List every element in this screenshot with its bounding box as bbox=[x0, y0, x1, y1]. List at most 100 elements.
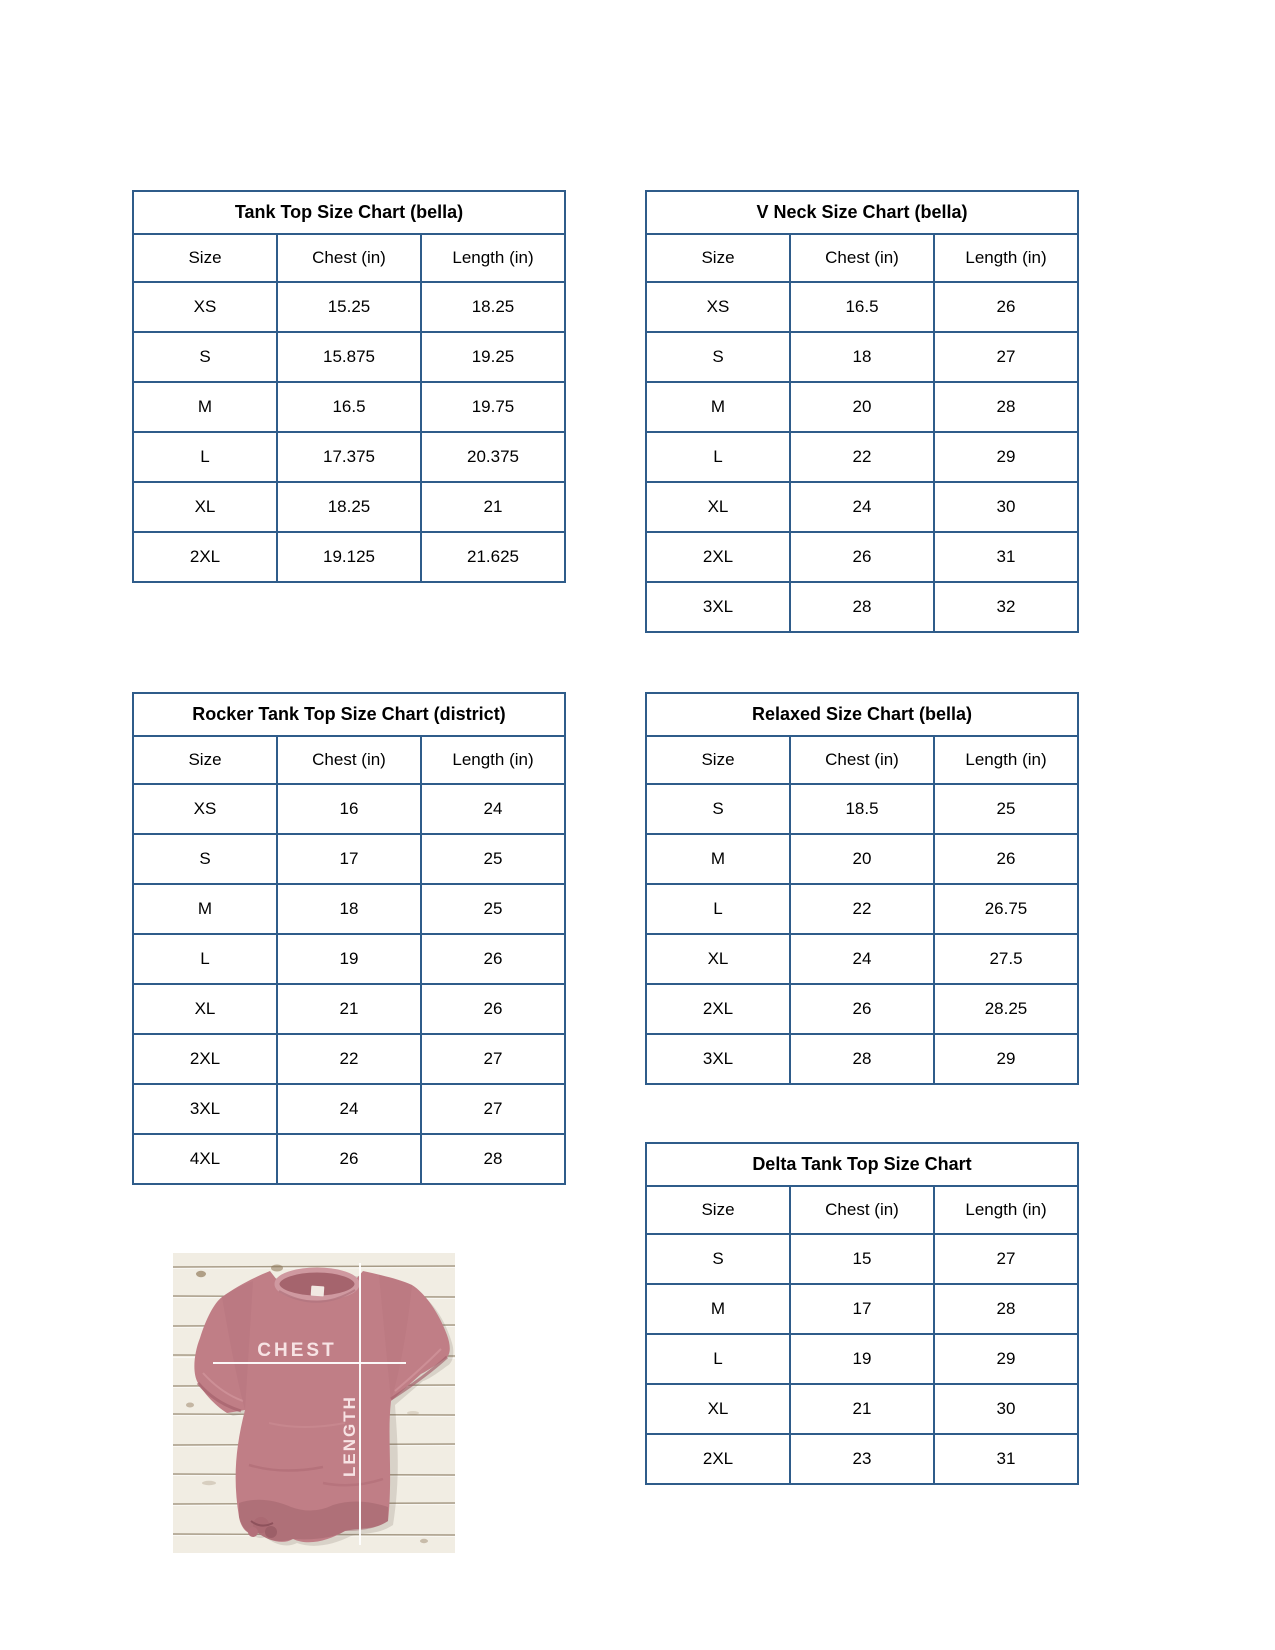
table-row: 2XL 23 31 bbox=[645, 1433, 1079, 1485]
header-cell-size: Size bbox=[645, 1185, 791, 1235]
length-cell: 28.25 bbox=[933, 983, 1079, 1035]
chest-cell: 24 bbox=[789, 933, 935, 985]
table-row: L 22 29 bbox=[645, 431, 1079, 483]
length-cell: 31 bbox=[933, 1433, 1079, 1485]
length-cell: 19.75 bbox=[420, 381, 566, 433]
length-cell: 25 bbox=[420, 883, 566, 935]
size-table-tank-top-bella: Tank Top Size Chart (bella) Size Chest (in… bbox=[132, 190, 566, 583]
table-row: L 19 29 bbox=[645, 1333, 1079, 1385]
length-cell: 21 bbox=[420, 481, 566, 533]
chest-cell: 19 bbox=[789, 1333, 935, 1385]
length-cell: 19.25 bbox=[420, 331, 566, 383]
table-title-row: Rocker Tank Top Size Chart (district) bbox=[132, 692, 566, 737]
header-cell-length: Length (in) bbox=[933, 735, 1079, 785]
length-cell: 29 bbox=[933, 1033, 1079, 1085]
table-title-row: Tank Top Size Chart (bella) bbox=[132, 190, 566, 235]
table-row: XL 24 30 bbox=[645, 481, 1079, 533]
table-row: 2XL 22 27 bbox=[132, 1033, 566, 1085]
table-row: S 17 25 bbox=[132, 833, 566, 885]
length-cell: 32 bbox=[933, 581, 1079, 633]
chest-cell: 17 bbox=[789, 1283, 935, 1335]
header-cell-length: Length (in) bbox=[933, 233, 1079, 283]
table-row: XS 16 24 bbox=[132, 783, 566, 835]
size-cell: XL bbox=[645, 481, 791, 533]
chest-cell: 18 bbox=[789, 331, 935, 383]
chest-cell: 15.875 bbox=[276, 331, 422, 383]
chest-cell: 17.375 bbox=[276, 431, 422, 483]
table-title: V Neck Size Chart (bella) bbox=[645, 190, 1079, 235]
header-cell-chest: Chest (in) bbox=[789, 735, 935, 785]
chest-cell: 19 bbox=[276, 933, 422, 985]
size-table-relaxed-bella: Relaxed Size Chart (bella) Size Chest (in)… bbox=[645, 692, 1079, 1085]
care-tag bbox=[310, 1285, 325, 1297]
table-row: 3XL 24 27 bbox=[132, 1083, 566, 1135]
header-cell-length: Length (in) bbox=[420, 735, 566, 785]
chest-cell: 20 bbox=[789, 381, 935, 433]
table-row: L 17.375 20.375 bbox=[132, 431, 566, 483]
header-cell-chest: Chest (in) bbox=[276, 233, 422, 283]
table-title: Delta Tank Top Size Chart bbox=[645, 1142, 1079, 1187]
length-cell: 18.25 bbox=[420, 281, 566, 333]
length-cell: 27.5 bbox=[933, 933, 1079, 985]
length-cell: 31 bbox=[933, 531, 1079, 583]
chest-cell: 28 bbox=[789, 1033, 935, 1085]
table-row: M 16.5 19.75 bbox=[132, 381, 566, 433]
table-title-row: Delta Tank Top Size Chart bbox=[645, 1142, 1079, 1187]
table-title: Tank Top Size Chart (bella) bbox=[132, 190, 566, 235]
size-cell: M bbox=[645, 1283, 791, 1335]
chest-cell: 18 bbox=[276, 883, 422, 935]
chest-cell: 26 bbox=[789, 983, 935, 1035]
table-row: S 18.5 25 bbox=[645, 783, 1079, 835]
length-cell: 27 bbox=[933, 331, 1079, 383]
table-header-row: Size Chest (in) Length (in) bbox=[132, 735, 566, 785]
table-title: Rocker Tank Top Size Chart (district) bbox=[132, 692, 566, 737]
chest-cell: 26 bbox=[276, 1133, 422, 1185]
size-cell: S bbox=[645, 331, 791, 383]
chest-cell: 18.5 bbox=[789, 783, 935, 835]
size-cell: L bbox=[645, 883, 791, 935]
chest-cell: 16 bbox=[276, 783, 422, 835]
length-cell: 27 bbox=[420, 1033, 566, 1085]
table-row: L 22 26.75 bbox=[645, 883, 1079, 935]
size-cell: XL bbox=[645, 933, 791, 985]
size-cell: XS bbox=[132, 783, 278, 835]
table-row: XS 16.5 26 bbox=[645, 281, 1079, 333]
table-row: 2XL 26 28.25 bbox=[645, 983, 1079, 1035]
table-row: 3XL 28 32 bbox=[645, 581, 1079, 633]
length-cell: 26 bbox=[420, 983, 566, 1035]
table-row: S 18 27 bbox=[645, 331, 1079, 383]
table-row: XL 21 26 bbox=[132, 983, 566, 1035]
size-cell: M bbox=[645, 381, 791, 433]
table-header-row: Size Chest (in) Length (in) bbox=[645, 1185, 1079, 1235]
size-cell: M bbox=[645, 833, 791, 885]
size-cell: XL bbox=[645, 1383, 791, 1435]
header-cell-size: Size bbox=[132, 233, 278, 283]
table-row: M 20 26 bbox=[645, 833, 1079, 885]
length-label: LENGTH bbox=[340, 1395, 359, 1477]
chest-cell: 15.25 bbox=[276, 281, 422, 333]
table-header-row: Size Chest (in) Length (in) bbox=[645, 735, 1079, 785]
chest-cell: 26 bbox=[789, 531, 935, 583]
header-cell-size: Size bbox=[645, 233, 791, 283]
tshirt bbox=[194, 1267, 450, 1543]
chest-cell: 22 bbox=[276, 1033, 422, 1085]
chest-cell: 19.125 bbox=[276, 531, 422, 583]
header-cell-size: Size bbox=[645, 735, 791, 785]
table-row: M 20 28 bbox=[645, 381, 1079, 433]
length-cell: 29 bbox=[933, 431, 1079, 483]
chest-cell: 21 bbox=[276, 983, 422, 1035]
size-cell: 3XL bbox=[645, 1033, 791, 1085]
length-cell: 26 bbox=[933, 281, 1079, 333]
length-cell: 27 bbox=[420, 1083, 566, 1135]
size-cell: 2XL bbox=[645, 983, 791, 1035]
table-row: 2XL 26 31 bbox=[645, 531, 1079, 583]
chest-cell: 23 bbox=[789, 1433, 935, 1485]
size-cell: L bbox=[132, 933, 278, 985]
size-cell: 3XL bbox=[645, 581, 791, 633]
size-cell: XL bbox=[132, 983, 278, 1035]
length-cell: 26 bbox=[933, 833, 1079, 885]
header-cell-chest: Chest (in) bbox=[276, 735, 422, 785]
chest-cell: 28 bbox=[789, 581, 935, 633]
size-cell: S bbox=[132, 833, 278, 885]
measurement-overlay: CHEST LENGTH bbox=[213, 1263, 406, 1545]
